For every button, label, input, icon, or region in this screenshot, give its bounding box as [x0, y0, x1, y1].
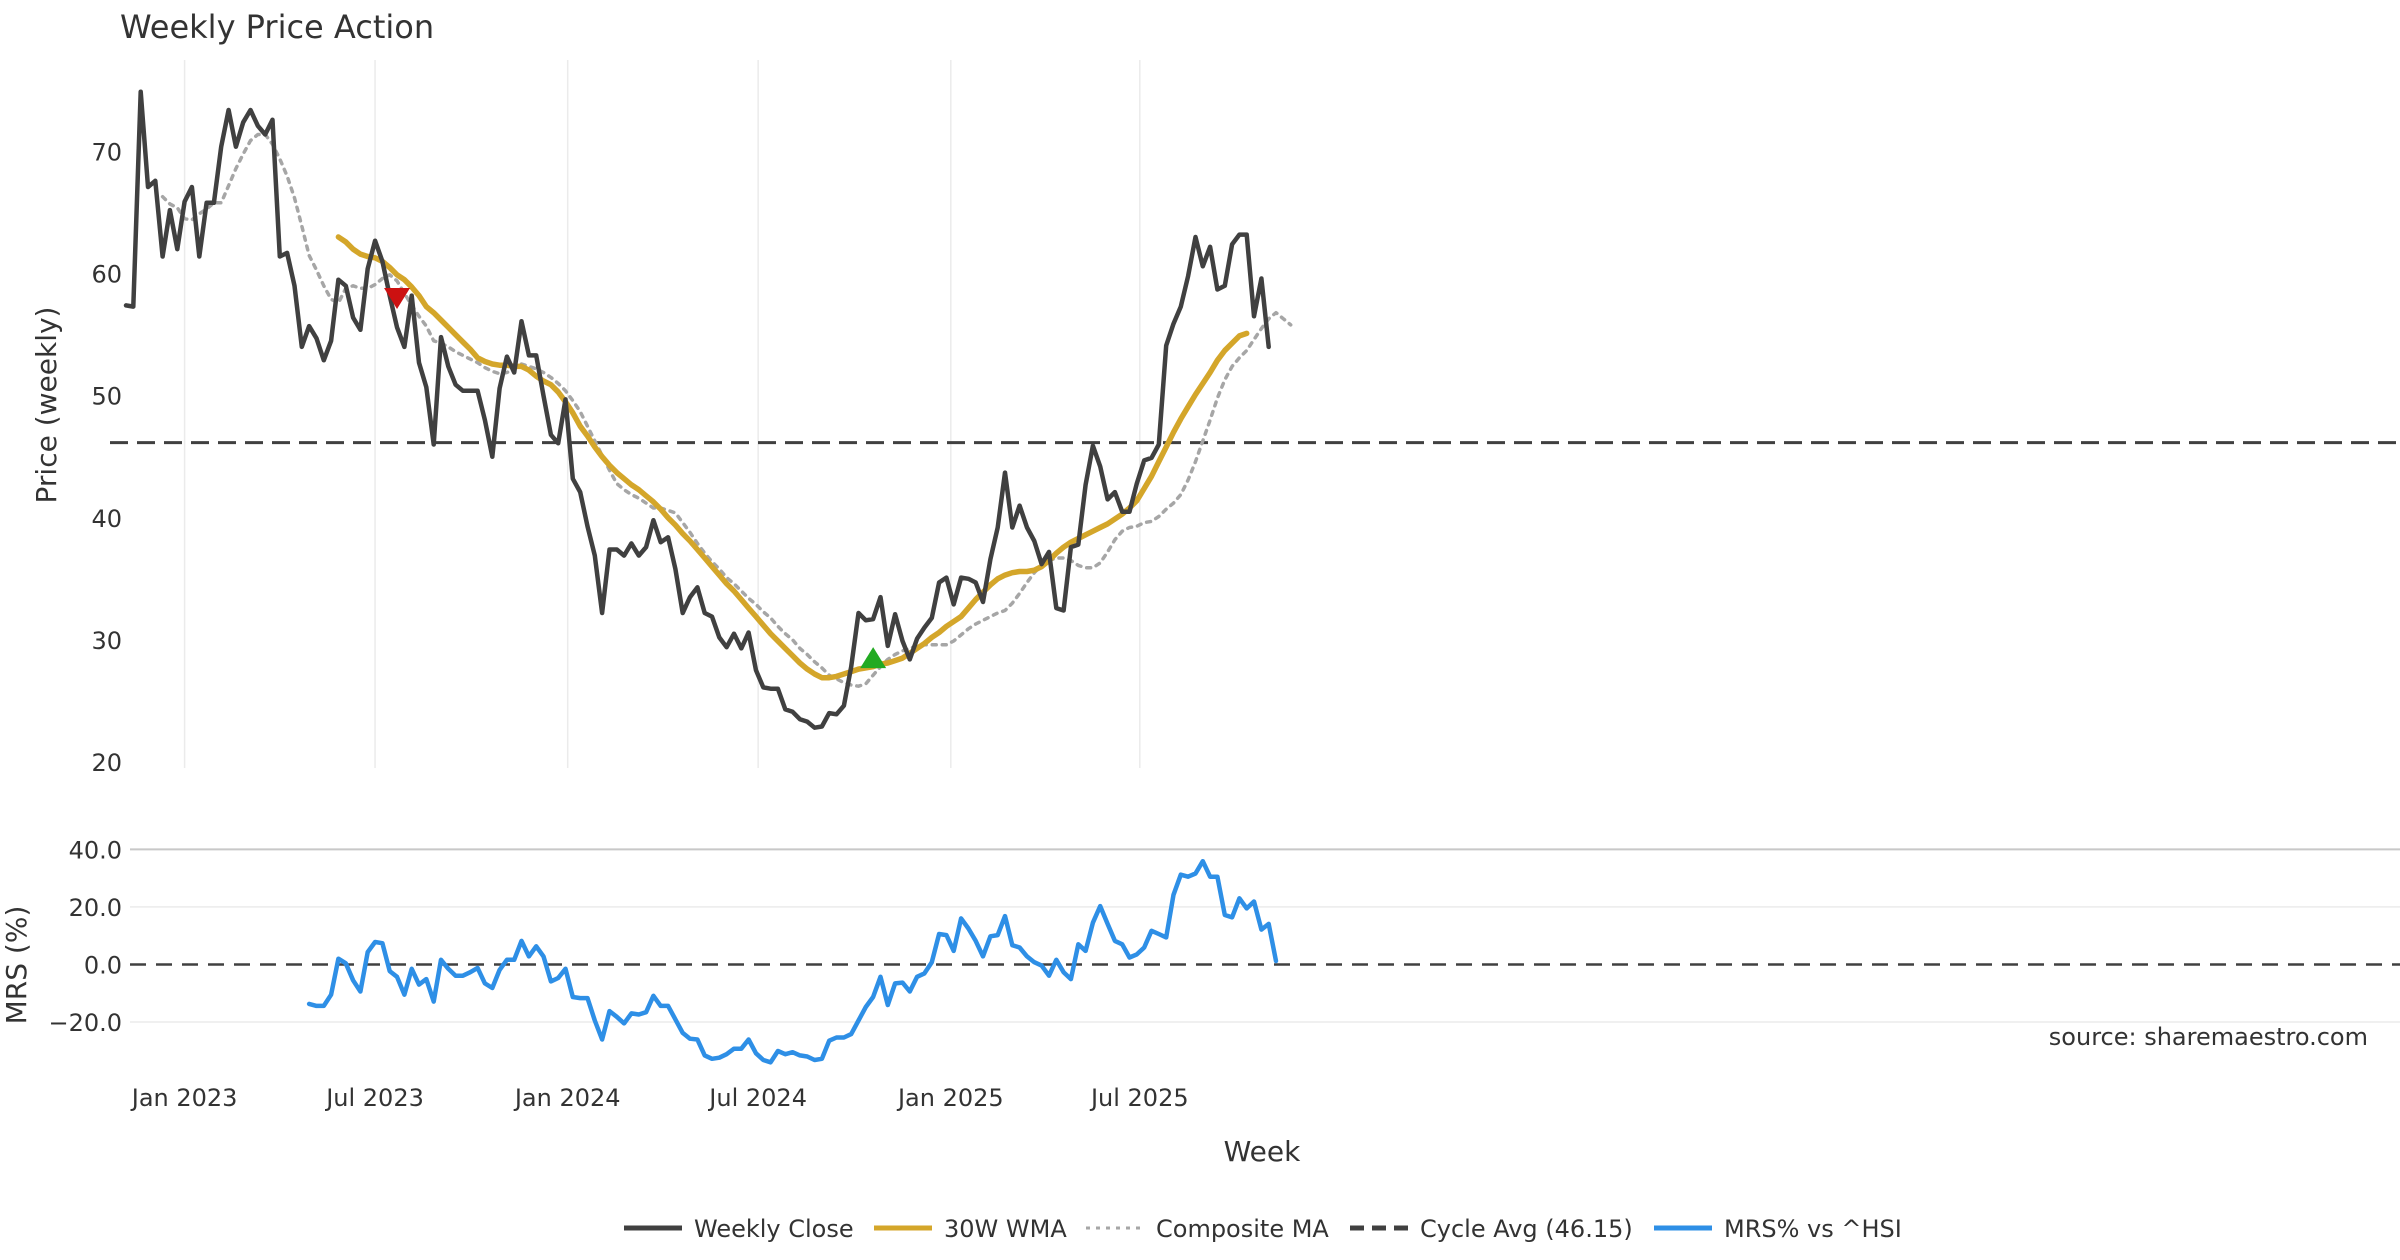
mrs-gridlines	[130, 848, 2400, 1023]
mrs-series	[130, 858, 2400, 1065]
mrs-y-ticks: −20.0 0.0 20.0 40.0	[48, 836, 122, 1037]
legend-label: Composite MA	[1156, 1215, 1329, 1243]
price-y-tick-label: 60	[91, 261, 122, 289]
price-panel: 20 30 40 50 60 70 Price (weekly)	[30, 60, 2400, 777]
x-tick-label: Jan 2025	[896, 1084, 1004, 1112]
buy-signal-marker	[860, 647, 887, 669]
mrs-line	[306, 858, 1279, 1065]
price-y-ticks: 20 30 40 50 60 70	[91, 139, 122, 777]
x-axis-label: Week	[1224, 1135, 1301, 1168]
legend-label: Cycle Avg (46.15)	[1420, 1215, 1633, 1243]
x-tick-label: Jan 2023	[130, 1084, 238, 1112]
mrs-y-tick-label: 0.0	[84, 951, 122, 979]
signal-markers	[384, 288, 887, 669]
mrs-y-tick-label: 40.0	[69, 836, 122, 864]
price-y-tick-label: 30	[91, 627, 122, 655]
x-tick-label: Jul 2023	[324, 1084, 424, 1112]
mrs-y-tick-label: 20.0	[69, 894, 122, 922]
price-y-axis-label: Price (weekly)	[30, 307, 63, 504]
price-y-tick-label: 20	[91, 749, 122, 777]
mrs-y-tick-label: −20.0	[48, 1009, 122, 1037]
legend: Weekly Close 30W WMA Composite MA Cycle Avg…	[624, 1215, 1902, 1243]
price-gridlines	[183, 60, 1141, 768]
x-axis-ticks: Jan 2023 Jul 2023 Jan 2024 Jul 2024 Jan 2025…	[130, 1084, 1189, 1112]
mrs-panel: −20.0 0.0 20.0 40.0 MRS (%) source: sharema…	[0, 836, 2400, 1065]
watermark: source: sharemaestro.com	[2049, 1023, 2368, 1051]
price-y-tick-label: 70	[91, 139, 122, 167]
price-series	[110, 89, 2400, 730]
x-tick-label: Jul 2025	[1089, 1084, 1189, 1112]
price-y-tick-label: 50	[91, 383, 122, 411]
weekly-close-line	[123, 89, 1271, 730]
x-tick-label: Jan 2024	[513, 1084, 621, 1112]
legend-label: Weekly Close	[694, 1215, 854, 1243]
wma-30w-line	[335, 234, 1250, 681]
legend-label: MRS% vs ^HSI	[1724, 1215, 1902, 1243]
mrs-y-axis-label: MRS (%)	[0, 906, 33, 1025]
sell-signal-marker	[384, 288, 411, 310]
composite-ma-line	[160, 132, 1293, 688]
legend-label: 30W WMA	[944, 1215, 1067, 1243]
x-tick-label: Jul 2024	[707, 1084, 807, 1112]
price-y-tick-label: 40	[91, 505, 122, 533]
chart-title: Weekly Price Action	[120, 8, 434, 46]
